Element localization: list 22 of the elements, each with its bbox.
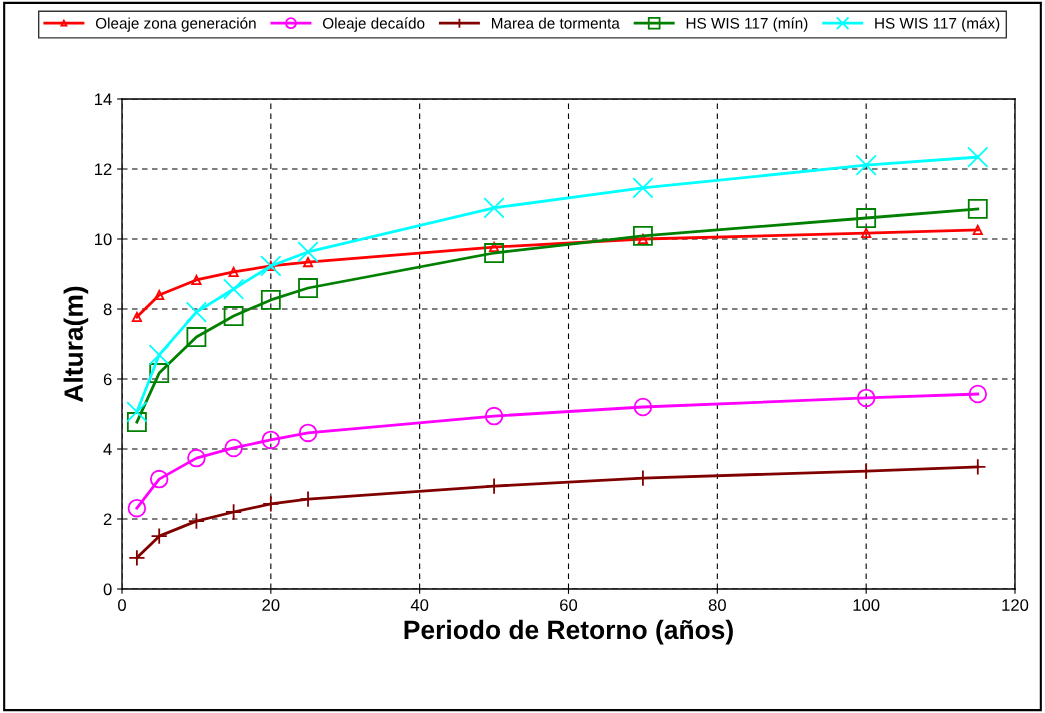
- y-tick-label: 12: [95, 163, 112, 176]
- y-tick-label: 14: [95, 93, 112, 106]
- y-tick-label: 4: [103, 443, 112, 456]
- x-axis-title: Periodo de Retorno (años): [404, 619, 733, 645]
- y-tick-label: 0: [103, 583, 112, 596]
- x-tick-label: 20: [262, 599, 280, 611]
- legend-label: HS WIS 117 (mín): [686, 17, 808, 32]
- legend-label: HS WIS 117 (máx): [875, 17, 1000, 32]
- x-tick-label: 100: [853, 599, 880, 611]
- y-tick-label: 8: [103, 303, 112, 316]
- x-tick-label: 80: [708, 599, 726, 611]
- y-tick-label: 6: [103, 373, 112, 386]
- legend-label: Marea de tormenta: [491, 17, 620, 29]
- legend-label: Oleaje zona generación: [95, 17, 256, 32]
- x-tick-label: 60: [560, 599, 578, 611]
- y-tick-label: 2: [103, 513, 112, 526]
- legend-label: Oleaje decaído: [322, 17, 425, 32]
- x-tick-label: 120: [1002, 599, 1029, 611]
- y-tick-label: 10: [95, 233, 112, 246]
- y-axis-title: Altura(m): [63, 286, 89, 402]
- x-tick-label: 0: [118, 599, 126, 611]
- x-tick-label: 40: [410, 599, 429, 611]
